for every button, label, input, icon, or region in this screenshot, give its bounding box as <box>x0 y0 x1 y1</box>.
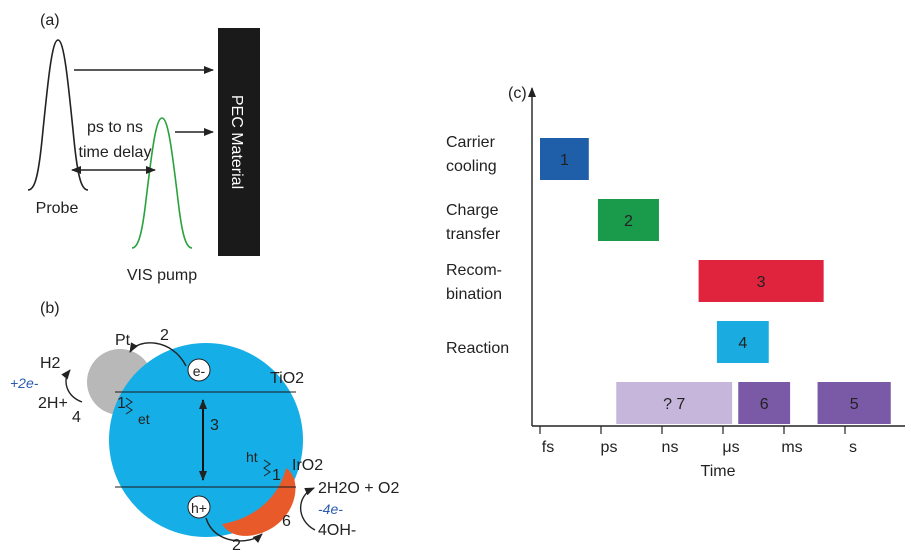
timescale-bar-2 <box>597 199 659 241</box>
h2o-o2-label: 2H2O + O2 <box>318 480 399 497</box>
panel-c-label: (c) <box>508 85 527 102</box>
h2-evolution-arrow <box>61 369 83 403</box>
time-ticks: fs ps ns μs ms s <box>539 426 857 456</box>
2h-plus-label: 2H+ <box>38 395 68 412</box>
step-6-label: 6 <box>282 513 291 530</box>
panel-c: (c) Carrier cooling Charge transfer Reco… <box>446 85 905 480</box>
timescale-bar-3 <box>698 260 824 302</box>
row-label-cooling: cooling <box>446 158 497 175</box>
x-tick-label-4: ms <box>781 439 802 456</box>
panel-b-label: (b) <box>40 300 60 317</box>
panel-a: (a) PEC Material Probe VIS pump ps to ns… <box>27 12 260 284</box>
row-label-carrier: Carrier <box>446 134 496 151</box>
electron-trap-squiggle <box>125 397 133 415</box>
timescale-bar-label-6: 6 <box>760 396 769 413</box>
4oh-label: 4OH- <box>318 522 356 539</box>
panel-a-label: (a) <box>40 12 60 29</box>
step-2-top-label: 2 <box>160 327 169 344</box>
et-label: et <box>138 411 150 427</box>
row-label-transfer: transfer <box>446 226 501 243</box>
delay-label-2: time delay <box>79 144 152 161</box>
timescale-bar-label-4: 4 <box>738 335 747 352</box>
x-tick-label-3: μs <box>722 439 739 456</box>
step-1-left-label: 1 <box>117 395 126 412</box>
electron-circle <box>187 358 211 382</box>
electron-transfer-arrow <box>129 342 187 367</box>
timescale-bar-label-2: 2 <box>624 213 633 230</box>
row-label-charge: Charge <box>446 202 499 219</box>
probe-pulse <box>27 39 89 191</box>
timescale-bar-5 <box>616 382 733 424</box>
iro2-label: IrO2 <box>292 457 323 474</box>
timescale-bar-6 <box>738 382 791 424</box>
x-tick-label-2: ns <box>662 439 679 456</box>
timescale-bar-label-1: 1 <box>560 152 569 169</box>
pt-label: Pt <box>115 332 131 349</box>
row-label-bination: bination <box>446 286 502 303</box>
hole-trap-squiggle <box>263 459 271 477</box>
electron-label: e- <box>193 363 206 379</box>
step-2-bottom-label: 2 <box>232 537 241 551</box>
plus-2e-label: +2e- <box>10 375 39 391</box>
step-3-label: 3 <box>210 417 219 434</box>
h2-label: H2 <box>40 355 61 372</box>
ht-label: ht <box>246 449 258 465</box>
hole-circle <box>187 495 211 519</box>
delay-label-1: ps to ns <box>87 119 143 136</box>
x-tick-label-0: fs <box>542 439 554 456</box>
iro2-particle <box>222 468 296 536</box>
step-4-label: 4 <box>72 409 81 426</box>
minus-4e-label: -4e- <box>318 501 343 517</box>
x-tick-label-5: s <box>849 439 857 456</box>
o2-evolution-arrow <box>300 487 316 531</box>
hole-transfer-arrow <box>205 517 263 544</box>
timescale-bar-1 <box>540 138 589 180</box>
timescale-bar-label-7: 5 <box>850 396 859 413</box>
pump-pulse <box>131 117 193 249</box>
timescale-bar-4 <box>716 321 769 363</box>
vis-pump-label: VIS pump <box>127 267 197 284</box>
pec-material-label: PEC Material <box>228 95 245 189</box>
x-axis-label: Time <box>701 463 736 480</box>
pec-material-block <box>218 28 260 256</box>
timescale-bars: 1 2 3 4 ? 7 6 5 <box>540 138 891 424</box>
x-tick-label-1: ps <box>601 439 618 456</box>
step-1-right-label: 1 <box>272 467 281 484</box>
timescale-bar-label-5: ? 7 <box>663 396 685 413</box>
timescale-bar-label-3: 3 <box>757 274 766 291</box>
tio2-label: TiO2 <box>270 370 304 387</box>
row-label-reaction: Reaction <box>446 340 509 357</box>
probe-label: Probe <box>36 200 79 217</box>
row-label-recom: Recom- <box>446 262 502 279</box>
panel-b: (b) e- h+ 3 2 Pt TiO2 IrO2 1 et ht 1 H2 <box>10 300 399 551</box>
hole-label: h+ <box>191 500 207 516</box>
timescale-bar-7 <box>817 382 891 424</box>
